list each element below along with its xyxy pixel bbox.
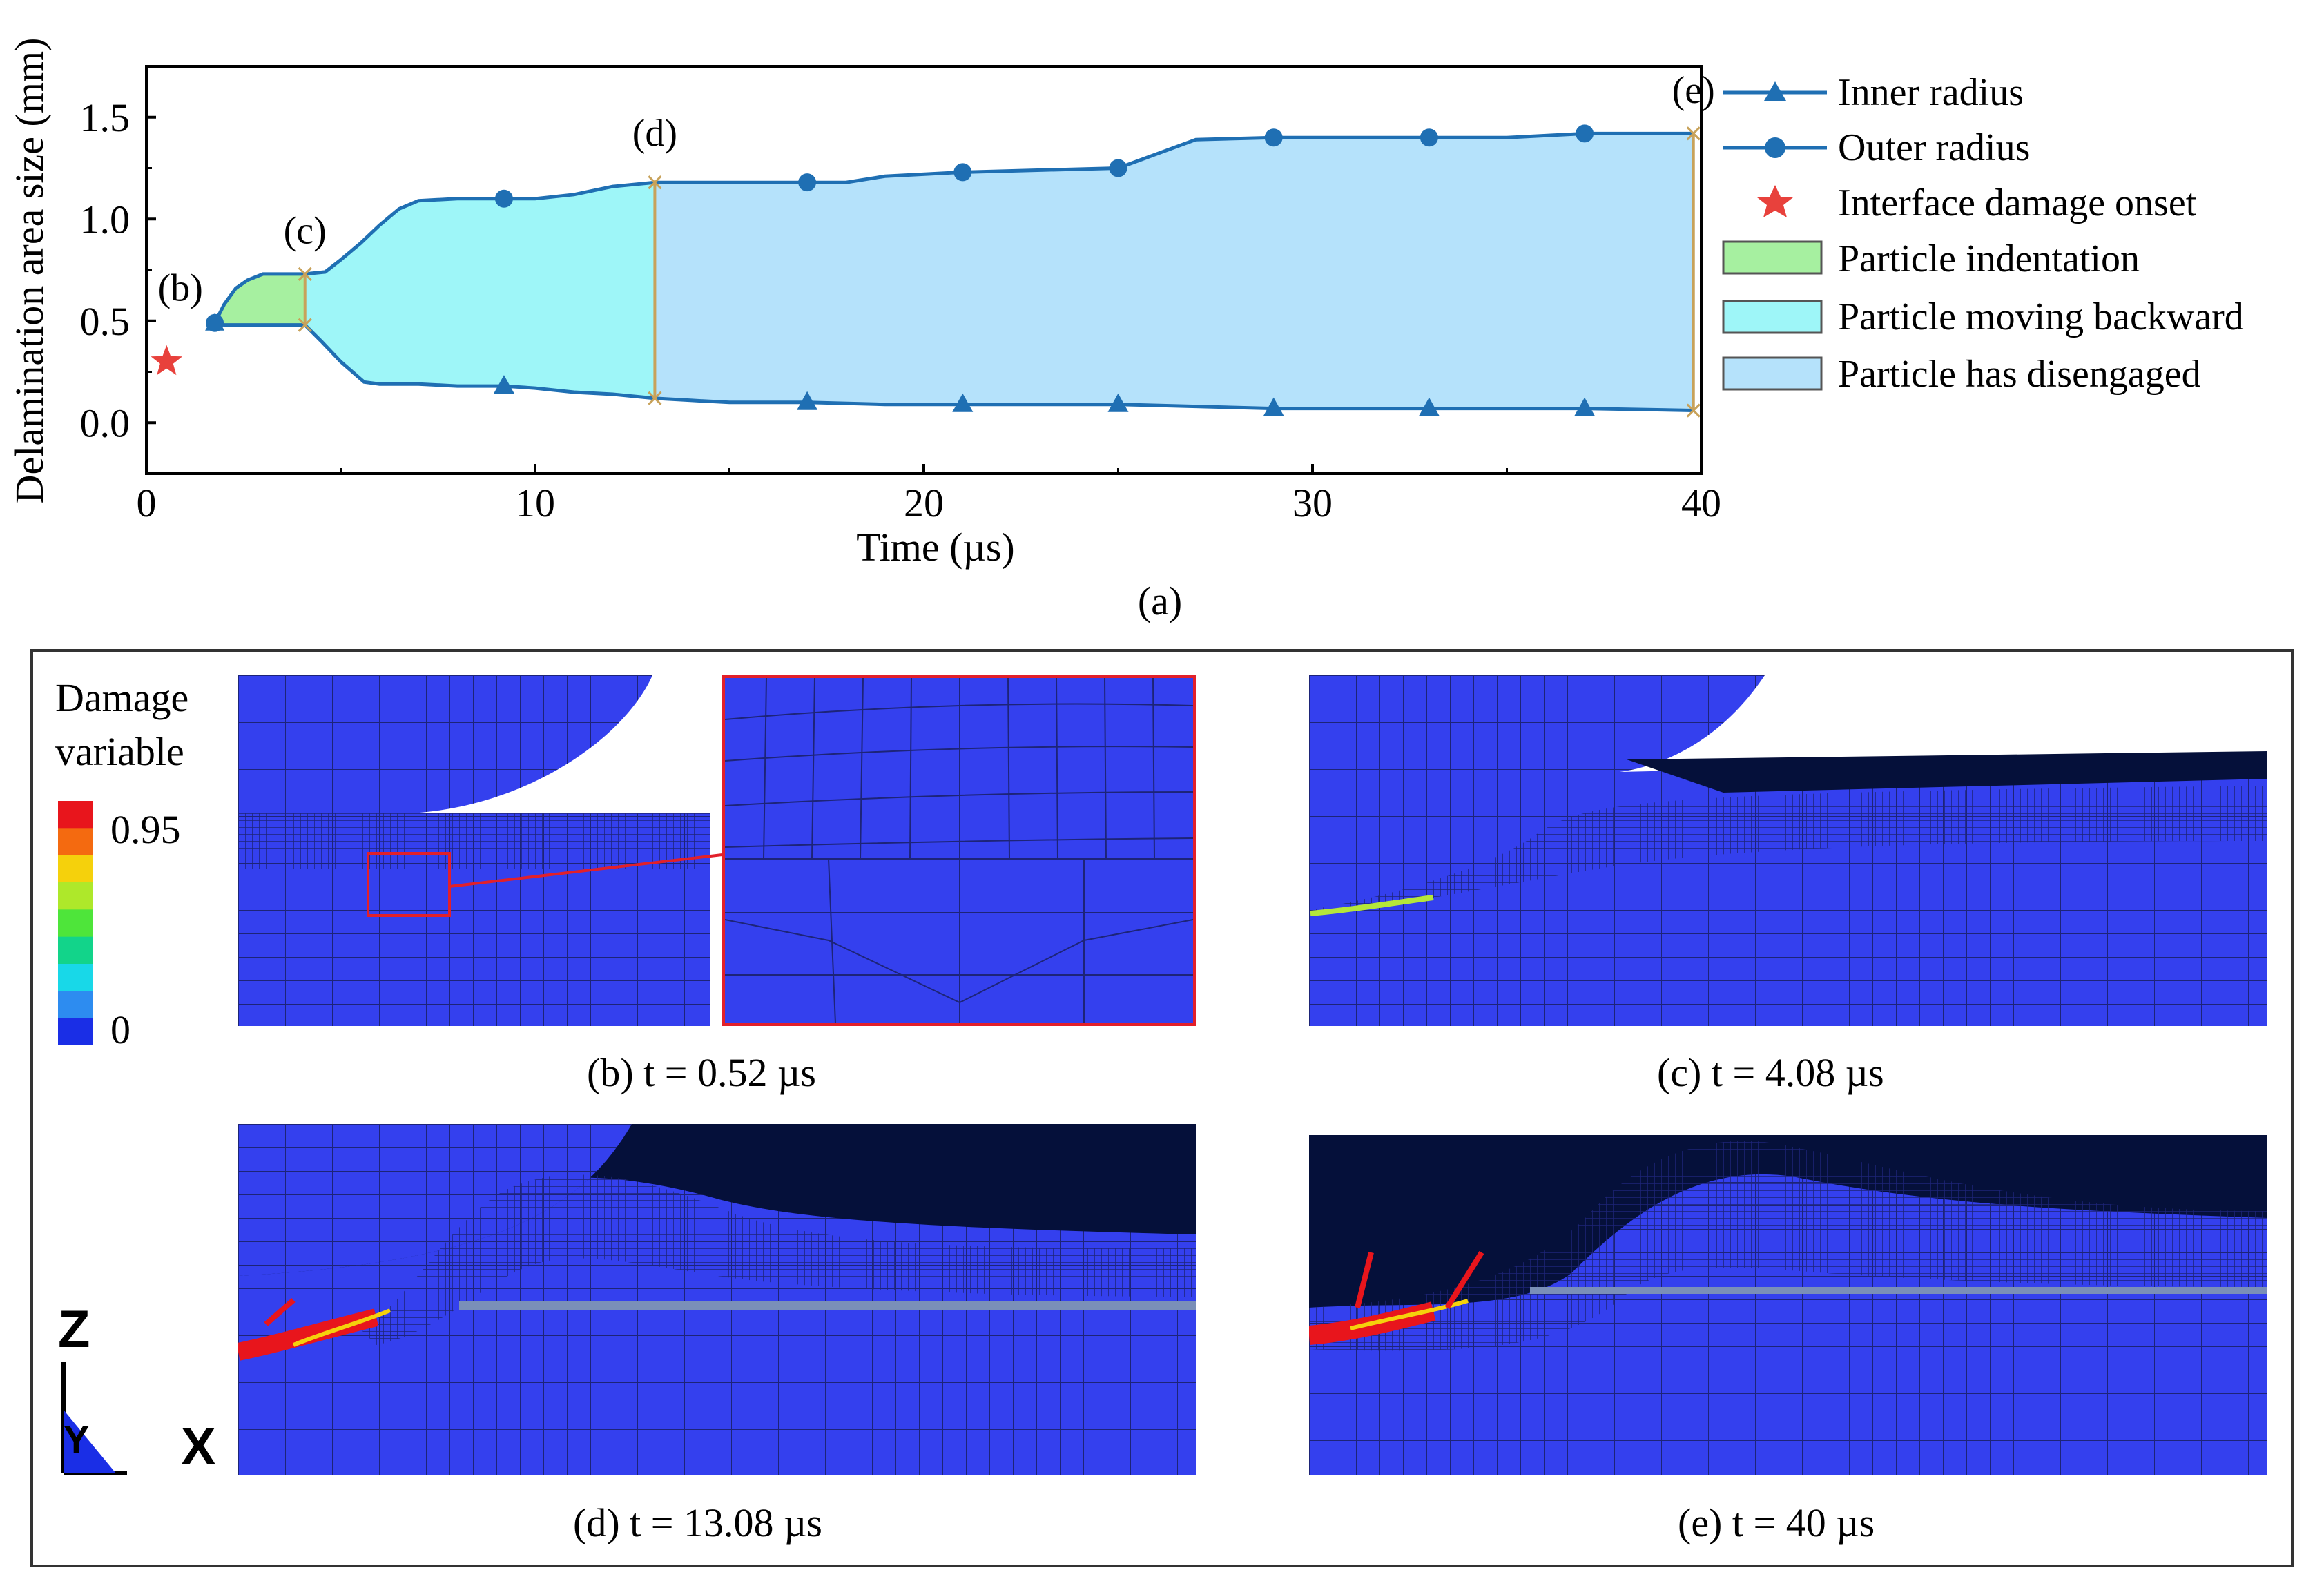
start-triangle xyxy=(205,313,225,331)
mesh-image-d xyxy=(238,1124,1196,1475)
x-tick-label-0: 0 xyxy=(137,481,157,525)
damage-onset-star xyxy=(151,345,183,376)
triad-y-label: Y xyxy=(64,1417,90,1461)
y-axis-label: Delamination area size (mm) xyxy=(7,38,52,504)
chart-regions xyxy=(215,133,1694,411)
colorbar xyxy=(58,801,93,1045)
inner-marker-3 xyxy=(1107,393,1129,412)
y-tick-label-2: 1.0 xyxy=(80,197,130,242)
legend-outer: Outer radius xyxy=(1838,126,2030,169)
colorbar-band-4 xyxy=(58,909,93,938)
region-0 xyxy=(215,273,305,325)
y-tick-label-1: 0.5 xyxy=(80,299,130,344)
colorbar-band-3 xyxy=(58,882,93,911)
legend-onset: Interface damage onset xyxy=(1838,182,2197,224)
inner-marker-6 xyxy=(1574,397,1596,416)
inner-marker-4 xyxy=(1263,397,1284,416)
axis-ticks: 0 10 20 30 40 0.0 0.5 1.0 1.5 xyxy=(80,65,1721,525)
chart-markers xyxy=(151,124,1596,416)
mesh-zoom-inset xyxy=(722,675,1196,1026)
caption-d: (d) t = 13.08 µs xyxy=(573,1500,822,1545)
colorbar-band-5 xyxy=(58,936,93,965)
simulation-panel xyxy=(30,649,2294,1567)
legend-swatch-indent xyxy=(1722,240,1823,275)
colorbar-min-label: 0 xyxy=(110,1007,130,1052)
inner-marker-0 xyxy=(493,375,514,394)
phase-x-0-0 xyxy=(298,267,312,281)
mesh-image-e xyxy=(1309,1135,2267,1475)
delamination-chart: 0 10 20 30 40 0.0 0.5 1.0 1.5 (b) (c) (d) (e) Delam… xyxy=(7,38,2244,623)
colorbar-band-7 xyxy=(58,991,93,1019)
triangle-marker-icon xyxy=(1764,81,1786,101)
legend-inner: Inner radius xyxy=(1838,71,2024,114)
outer-marker-3 xyxy=(1109,159,1127,177)
phase-x-1-1 xyxy=(648,391,662,405)
mesh-image-b xyxy=(238,675,710,1026)
y-tick-label-0: 0.0 xyxy=(80,400,130,445)
annotation-0: (b) xyxy=(158,267,203,309)
outer-marker-2 xyxy=(953,163,972,182)
y-tick-label-3: 1.5 xyxy=(80,95,130,140)
colorbar-title-line2: variable xyxy=(55,729,184,774)
colorbar-title: Damage variable xyxy=(55,671,188,779)
caption-e: (e) t = 40 µs xyxy=(1678,1500,1875,1545)
coordinate-triad xyxy=(61,1362,127,1475)
inner-marker-1 xyxy=(797,391,818,410)
annotation-2: (d) xyxy=(632,112,677,155)
triad-x-label: X xyxy=(181,1417,216,1476)
inner-marker-5 xyxy=(1418,397,1440,416)
star-icon xyxy=(1757,185,1793,217)
phase-x-1-0 xyxy=(648,175,662,190)
x-tick-label-2: 20 xyxy=(904,481,944,525)
legend: Inner radius Outer radius Interface dama… xyxy=(1722,71,2244,396)
outer-marker-6 xyxy=(1576,124,1594,143)
outer-marker-5 xyxy=(1420,128,1438,147)
legend-disengaged: Particle has disengaged xyxy=(1838,353,2201,396)
panel-label-a: (a) xyxy=(1138,579,1182,623)
region-1 xyxy=(304,182,655,398)
colorbar-max-label: 0.95 xyxy=(110,807,181,852)
outer-marker-4 xyxy=(1264,128,1283,147)
phase-annotations: (b) (c) (d) (e) xyxy=(158,69,1715,309)
inner-marker-2 xyxy=(952,393,974,412)
legend-indent: Particle indentation xyxy=(1838,238,2140,280)
x-tick-label-3: 30 xyxy=(1292,481,1333,525)
mesh-image-c xyxy=(1309,675,2267,1026)
circle-marker-icon xyxy=(1765,137,1785,158)
x-tick-label-1: 10 xyxy=(515,481,555,525)
colorbar-band-6 xyxy=(58,964,93,992)
region-2 xyxy=(655,133,1694,411)
colorbar-band-0 xyxy=(58,801,93,829)
colorbar-band-2 xyxy=(58,855,93,883)
phase-x-2-1 xyxy=(1686,403,1701,418)
phase-x-2-0 xyxy=(1686,126,1701,141)
annotation-3: (e) xyxy=(1672,69,1715,112)
legend-swatch-disengaged xyxy=(1722,356,1823,391)
caption-c: (c) t = 4.08 µs xyxy=(1657,1050,1884,1095)
triad-z-label: Z xyxy=(58,1300,90,1359)
legend-swatch-backward xyxy=(1722,300,1823,334)
colorbar-title-line1: Damage xyxy=(55,675,189,720)
x-tick-label-4: 40 xyxy=(1681,481,1721,525)
legend-backward: Particle moving backward xyxy=(1838,296,2244,338)
outer-marker-0 xyxy=(494,189,513,208)
colorbar-band-1 xyxy=(58,828,93,856)
x-axis-label: Time (µs) xyxy=(856,525,1014,570)
outer-marker-1 xyxy=(798,173,817,192)
chart-phase-lines xyxy=(298,126,1701,418)
annotation-1: (c) xyxy=(284,210,327,253)
phase-x-0-1 xyxy=(298,318,312,332)
colorbar-band-8 xyxy=(58,1018,93,1045)
series-line-1 xyxy=(213,131,1694,324)
caption-b: (b) t = 0.52 µs xyxy=(587,1050,816,1095)
